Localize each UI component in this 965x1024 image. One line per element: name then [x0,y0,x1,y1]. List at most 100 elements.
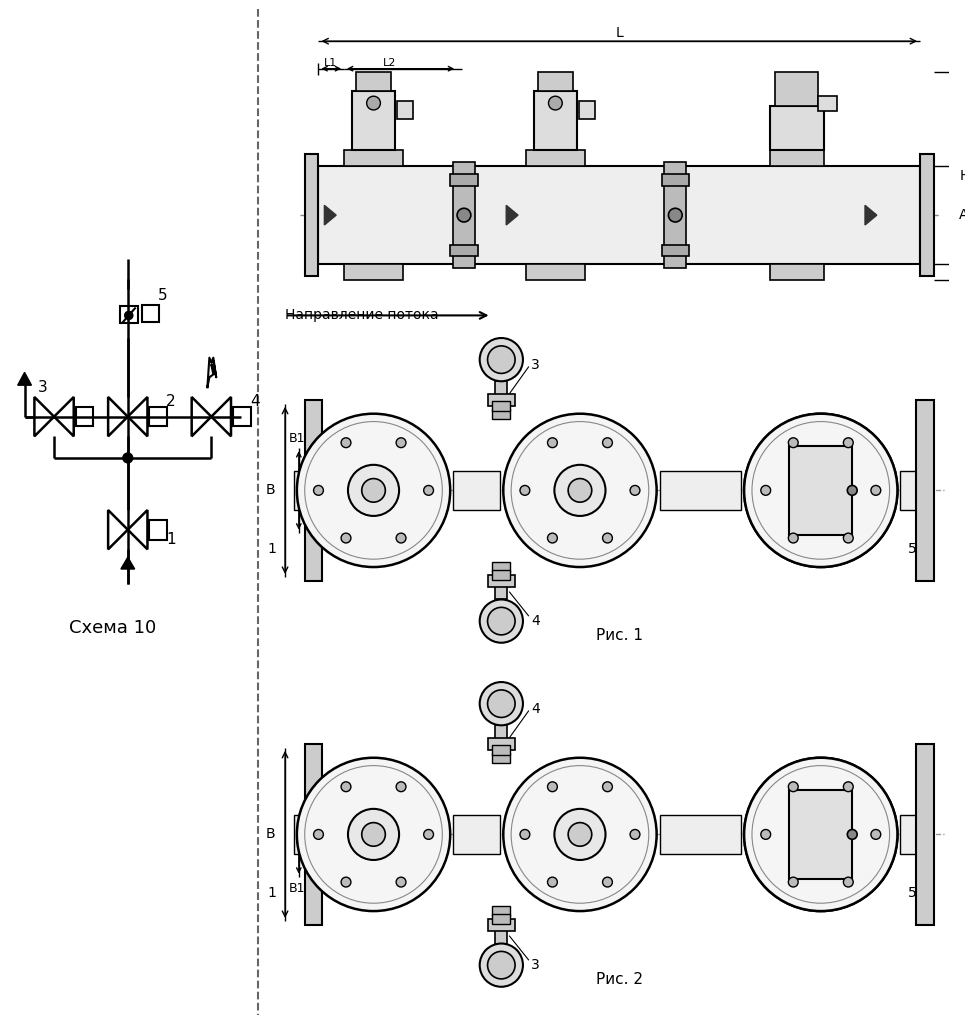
Circle shape [602,438,613,447]
Bar [454,162,475,268]
Text: 3: 3 [532,958,540,972]
Bar [662,174,689,185]
Text: L2: L2 [383,57,397,68]
Bar [495,725,508,750]
Bar [495,381,508,406]
Circle shape [843,782,853,792]
Bar [454,815,500,854]
Bar [352,91,395,151]
Bar [916,744,934,925]
Circle shape [504,414,656,567]
Text: H: H [959,169,965,183]
Bar [398,101,413,119]
Bar [526,264,585,280]
Circle shape [367,96,380,110]
Circle shape [487,690,515,718]
Circle shape [124,311,133,319]
Bar [294,471,322,510]
Bar [538,72,573,91]
Bar [487,919,515,931]
Circle shape [348,809,400,860]
Bar [487,574,515,587]
Circle shape [314,485,323,496]
Circle shape [348,465,400,516]
Text: 5: 5 [908,887,917,900]
Bar [789,446,852,535]
Text: 4: 4 [532,701,540,716]
Bar [294,815,322,854]
Bar [492,906,510,916]
Circle shape [843,534,853,543]
Polygon shape [17,373,32,385]
Text: 4: 4 [250,394,260,410]
Bar [495,574,508,599]
Bar [356,72,391,91]
Bar [492,401,510,411]
Circle shape [547,782,558,792]
Bar [492,570,510,580]
Circle shape [480,682,523,725]
Bar [451,245,478,256]
Bar [495,919,508,943]
Circle shape [362,822,385,846]
Bar [920,155,934,276]
Bar [142,304,159,323]
Bar [492,914,510,924]
Circle shape [871,485,881,496]
Text: 1: 1 [166,532,176,547]
Circle shape [424,485,433,496]
Circle shape [480,338,523,381]
Bar [345,264,403,280]
Circle shape [123,453,133,463]
Text: B: B [265,827,275,842]
Circle shape [480,599,523,643]
Bar [305,744,322,925]
Text: 3: 3 [532,357,540,372]
Text: 4: 4 [532,614,540,628]
Circle shape [480,943,523,987]
Circle shape [314,829,323,840]
Bar [454,471,500,510]
Bar [534,91,577,151]
Circle shape [487,951,515,979]
Bar [305,155,318,276]
Circle shape [397,878,406,887]
Circle shape [397,534,406,543]
Bar [526,151,585,166]
Bar [492,753,510,763]
Circle shape [788,438,798,447]
Polygon shape [324,206,336,225]
Text: 2: 2 [166,394,176,410]
Text: L1: L1 [323,57,337,68]
Circle shape [568,478,592,502]
Text: Рис. 2: Рис. 2 [595,973,643,987]
Circle shape [547,438,558,447]
Bar [150,520,167,540]
Circle shape [520,485,530,496]
Circle shape [788,878,798,887]
Circle shape [760,485,771,496]
Bar [492,409,510,419]
Circle shape [630,485,640,496]
Bar [75,407,94,426]
Circle shape [297,758,451,911]
Circle shape [602,878,613,887]
Text: Направление потока: Направление потока [285,308,439,323]
Bar [487,738,515,750]
Circle shape [843,878,853,887]
Circle shape [669,208,682,222]
Circle shape [788,782,798,792]
Circle shape [547,534,558,543]
Circle shape [568,822,592,846]
Bar [451,174,478,185]
Circle shape [744,758,897,911]
Circle shape [487,607,515,635]
Bar [579,101,594,119]
Bar [900,471,916,510]
Polygon shape [865,206,877,225]
Text: 3: 3 [38,380,47,394]
Text: Схема 10: Схема 10 [69,618,156,637]
Circle shape [602,782,613,792]
Text: 2: 2 [527,833,536,846]
Circle shape [341,878,351,887]
